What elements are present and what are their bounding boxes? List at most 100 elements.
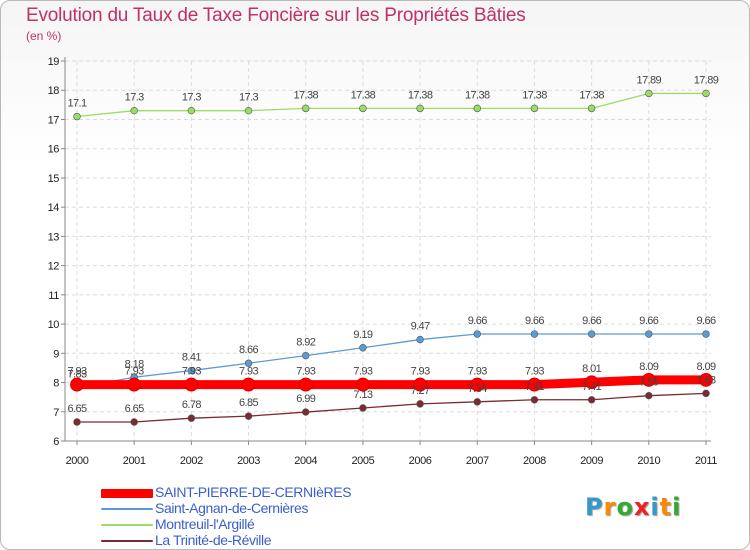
series-layer xyxy=(70,89,713,426)
data-point xyxy=(645,330,653,338)
data-point xyxy=(298,377,313,392)
data-label: 9.66 xyxy=(639,315,658,327)
data-label: 6.99 xyxy=(296,393,315,405)
legend-label: La Trinité-de-Réville xyxy=(155,532,272,548)
data-point xyxy=(530,330,539,338)
logo-letter: x xyxy=(633,493,651,521)
data-label: 6.65 xyxy=(67,403,86,415)
data-label: 7.93 xyxy=(296,366,315,378)
data-point xyxy=(416,104,424,113)
data-point xyxy=(187,366,196,375)
y-tick-label: 13 xyxy=(48,231,60,243)
data-label: 6.65 xyxy=(125,403,144,415)
data-label: 8.18 xyxy=(125,358,144,370)
data-point xyxy=(587,396,596,404)
data-label: 17.38 xyxy=(351,89,376,101)
data-point xyxy=(73,418,81,426)
logo-letter: r xyxy=(603,493,617,521)
x-tick-label: 2003 xyxy=(237,455,260,467)
legend-label: SAINT-PIERRE-DE-CERNIèRES xyxy=(155,484,352,500)
y-tick-label: 9 xyxy=(53,348,59,360)
y-tick-label: 17 xyxy=(48,114,60,126)
y-tick-label: 10 xyxy=(48,319,60,331)
data-point xyxy=(356,377,370,392)
data-point xyxy=(587,330,596,338)
data-point xyxy=(702,389,710,398)
data-point xyxy=(130,418,138,426)
data-point xyxy=(244,412,253,420)
x-tick-label: 2009 xyxy=(580,455,603,467)
data-point xyxy=(473,330,481,338)
data-label: 7.93 xyxy=(525,366,544,378)
x-tick-label: 2008 xyxy=(523,455,546,467)
logo-letter: P xyxy=(585,493,604,521)
y-tick-label: 11 xyxy=(48,290,59,302)
data-point xyxy=(413,377,427,392)
logo-letter: i xyxy=(650,493,660,521)
x-tick-label: 2006 xyxy=(409,455,432,467)
logo-letter: t xyxy=(659,493,673,521)
data-point xyxy=(641,373,656,387)
data-point xyxy=(645,89,653,98)
data-label: 17.38 xyxy=(293,89,318,101)
data-label: 7.34 xyxy=(468,383,487,395)
data-label: 9.47 xyxy=(411,321,430,333)
series-line xyxy=(72,375,711,390)
series-line xyxy=(76,333,707,389)
data-label: 7.93 xyxy=(125,366,144,378)
data-point xyxy=(187,106,196,115)
data-label: 7.93 xyxy=(239,366,258,378)
legend-label: Saint-Agnan-de-Cernières xyxy=(155,500,309,516)
x-tick-label: 2010 xyxy=(637,455,660,467)
legend-swatch xyxy=(101,540,153,542)
data-point xyxy=(359,404,367,412)
legend-swatch xyxy=(101,488,153,498)
data-point xyxy=(302,408,310,416)
data-point xyxy=(359,344,367,352)
x-tick-label: 2007 xyxy=(466,455,489,467)
x-tick-label: 2000 xyxy=(66,455,89,467)
data-point xyxy=(702,330,710,338)
proxiti-logo: Proxiti xyxy=(585,493,681,521)
data-label: 7.83 xyxy=(67,369,86,381)
data-point xyxy=(241,377,256,392)
data-label: 7.93 xyxy=(67,366,86,378)
legend-label: Montreuil-l'Argillé xyxy=(155,516,255,532)
data-point xyxy=(130,106,138,115)
data-label: 7.27 xyxy=(411,385,430,397)
x-tick-label: 2004 xyxy=(294,455,317,467)
data-point xyxy=(302,104,310,113)
data-point xyxy=(530,396,539,404)
data-label: 7.41 xyxy=(582,381,601,393)
y-tick-label: 14 xyxy=(48,202,60,214)
data-point xyxy=(587,104,596,113)
data-point xyxy=(416,400,424,408)
series-line xyxy=(76,392,707,423)
data-label: 7.13 xyxy=(353,389,372,401)
data-point xyxy=(527,377,542,392)
data-label: 17.89 xyxy=(694,74,719,86)
data-point xyxy=(244,106,253,115)
data-label: 17.89 xyxy=(637,74,662,86)
y-tick-label: 18 xyxy=(48,85,60,97)
data-label: 17.38 xyxy=(579,89,604,101)
chart-subtitle: (en %) xyxy=(26,29,62,43)
data-point xyxy=(184,377,199,392)
data-label: 8.92 xyxy=(296,337,315,349)
data-label: 17.38 xyxy=(522,89,547,101)
legend-swatch xyxy=(101,508,153,510)
data-point xyxy=(645,391,653,400)
data-point xyxy=(70,377,84,392)
data-label: 17.1 xyxy=(67,98,86,110)
data-label: 9.19 xyxy=(353,329,372,341)
data-label: 6.78 xyxy=(182,399,201,411)
legend-swatch xyxy=(101,524,153,526)
data-point xyxy=(584,375,599,390)
x-tick-label: 2002 xyxy=(180,455,203,467)
data-labels: 7.93 7.93 7.93 7.93 7.93 7.93 7.93 7.93 7.93 8.01… xyxy=(67,74,719,415)
y-tick-label: 16 xyxy=(48,144,60,156)
data-label: 17.3 xyxy=(125,92,144,104)
y-tick-label: 19 xyxy=(48,56,60,68)
